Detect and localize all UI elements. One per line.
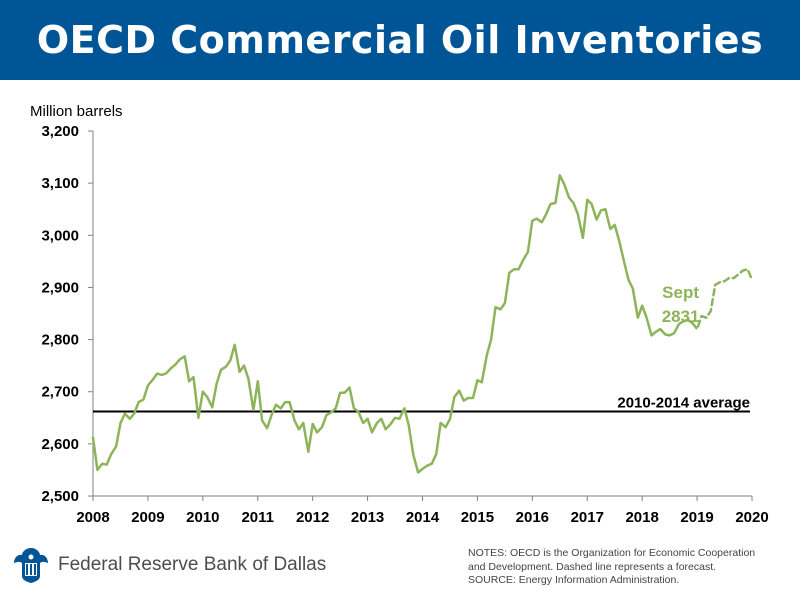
x-tick-label: 2010	[186, 509, 219, 526]
footer-note-line: and Development. Dashed line represents …	[468, 560, 717, 573]
x-tick-label: 2008	[76, 509, 109, 526]
x-tick-label: 2012	[296, 509, 329, 526]
y-tick-label: 2,800	[41, 332, 79, 349]
y-tick-label: 3,000	[41, 227, 79, 244]
footer-note-line: SOURCE: Energy Information Administratio…	[468, 574, 680, 586]
footer-notes: NOTES: OECD is the Organization for Econ…	[468, 547, 793, 588]
x-tick-label: 2009	[131, 509, 164, 526]
x-tick-label: 2015	[461, 509, 494, 526]
x-tick-label: 2014	[406, 509, 440, 526]
annotation-label: Sept	[662, 283, 699, 302]
x-tick-label: 2017	[571, 509, 604, 526]
inventory-series-line	[91, 174, 694, 474]
x-tick-label: 2016	[516, 509, 549, 526]
y-tick-label: 2,700	[41, 384, 79, 401]
x-tick-label: 2018	[625, 509, 658, 526]
x-tick-label: 2020	[735, 509, 768, 526]
x-tick-label: 2011	[241, 509, 274, 526]
footer-bank-name: Federal Reserve Bank of Dallas	[58, 554, 327, 575]
y-tick-label: 3,100	[41, 175, 79, 192]
forecast-series-line	[691, 267, 754, 331]
x-tick-label: 2013	[351, 509, 384, 526]
federal-reserve-eagle-logo-icon	[14, 548, 48, 583]
y-tick-label: 3,200	[41, 123, 79, 140]
y-tick-label: 2,500	[41, 488, 79, 505]
title-banner: OECD Commercial Oil Inventories	[0, 0, 800, 80]
y-tick-label: 2,600	[41, 436, 79, 453]
average-reference-label: 2010-2014 average	[617, 395, 750, 412]
y-axis-label: Million barrels	[30, 103, 123, 120]
footer-note-line: NOTES: OECD is the Organization for Econ…	[468, 547, 756, 559]
x-tick-label: 2019	[680, 509, 713, 526]
chart-title: OECD Commercial Oil Inventories	[36, 18, 764, 62]
annotation-label: 2831	[662, 307, 700, 326]
y-tick-label: 2,900	[41, 279, 79, 296]
chart-area: Million barrels 2,500 2,600 2,700 2,800 2,900…	[30, 103, 769, 526]
